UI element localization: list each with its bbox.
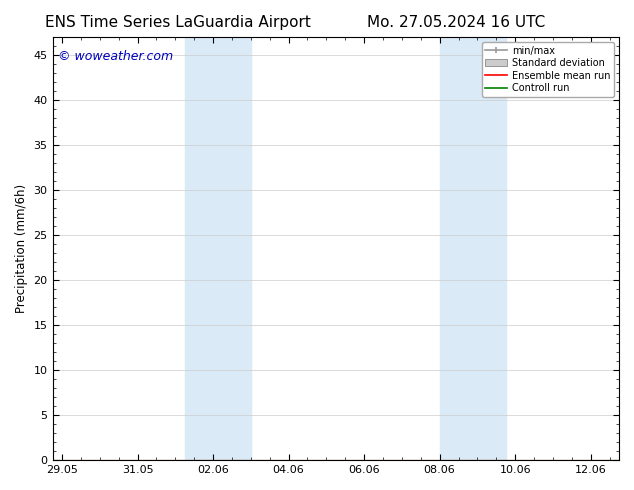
Bar (213, 37, 251, 460)
Text: ENS Time Series LaGuardia Airport: ENS Time Series LaGuardia Airport (44, 15, 311, 30)
Text: Mo. 27.05.2024 16 UTC: Mo. 27.05.2024 16 UTC (367, 15, 546, 30)
Legend: min/max, Standard deviation, Ensemble mean run, Controll run: min/max, Standard deviation, Ensemble me… (482, 42, 614, 97)
Text: © woweather.com: © woweather.com (58, 50, 173, 63)
Y-axis label: Precipitation (mm/6h): Precipitation (mm/6h) (15, 184, 28, 313)
Bar (468, 37, 506, 460)
Bar (184, 37, 213, 460)
Bar (439, 37, 468, 460)
